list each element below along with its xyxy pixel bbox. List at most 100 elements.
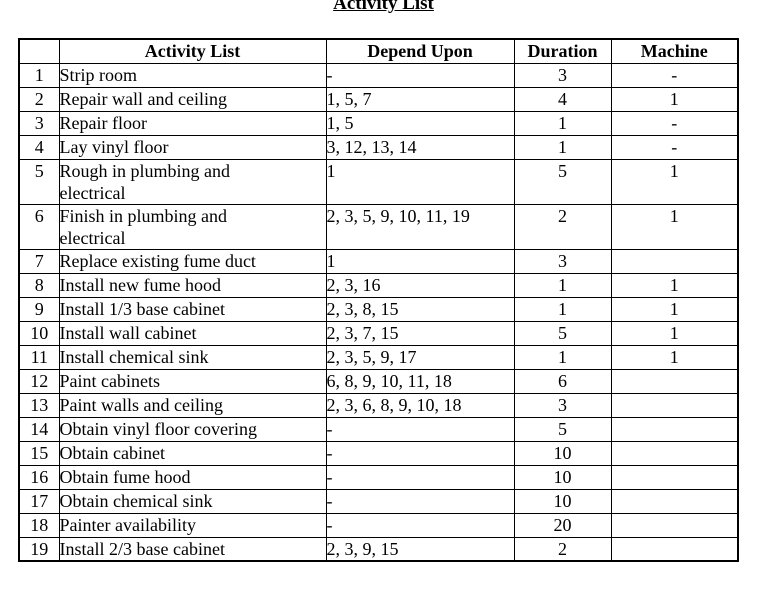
column-header-machine: Machine (610, 38, 739, 64)
cell-duration: 3 (513, 392, 612, 418)
cell-machine (610, 248, 739, 274)
cell-activity-name: Install chemical sink (58, 344, 327, 370)
table-header-row: Activity List Depend Upon Duration Machi… (18, 38, 739, 64)
cell-depend-upon: 1, 5 (325, 110, 515, 136)
cell-activity-name: Install new fume hood (58, 272, 327, 298)
cell-activity-number: 14 (18, 416, 60, 442)
cell-duration: 6 (513, 368, 612, 394)
cell-activity-name: Install 1/3 base cabinet (58, 296, 327, 322)
cell-activity-name: Paint cabinets (58, 368, 327, 394)
cell-machine: 1 (610, 320, 739, 346)
cell-activity-number: 16 (18, 464, 60, 490)
cell-activity-name: Obtain chemical sink (58, 488, 327, 514)
table-row: 10 Install wall cabinet 2, 3, 7, 15 5 1 (18, 320, 739, 346)
cell-machine: 1 (610, 158, 739, 205)
cell-activity-number: 7 (18, 248, 60, 274)
cell-activity-number: 11 (18, 344, 60, 370)
cell-activity-number: 10 (18, 320, 60, 346)
cell-depend-upon: 2, 3, 16 (325, 272, 515, 298)
cell-activity-number: 19 (18, 536, 60, 562)
cell-activity-name: Obtain cabinet (58, 440, 327, 466)
column-header-index (18, 38, 60, 64)
cell-depend-upon: - (325, 512, 515, 538)
cell-activity-name: Install 2/3 base cabinet (58, 536, 327, 562)
cell-depend-upon: 2, 3, 9, 15 (325, 536, 515, 562)
cell-activity-name: Replace existing fume duct (58, 248, 327, 274)
cell-activity-name: Repair wall and ceiling (58, 86, 327, 112)
cell-duration: 10 (513, 464, 612, 490)
cell-machine (610, 440, 739, 466)
cell-duration: 5 (513, 320, 612, 346)
cell-machine: 1 (610, 296, 739, 322)
table-row: 8 Install new fume hood 2, 3, 16 1 1 (18, 272, 739, 298)
table-row: 15 Obtain cabinet - 10 (18, 440, 739, 466)
cell-machine (610, 488, 739, 514)
cell-depend-upon: - (325, 440, 515, 466)
cell-machine (610, 416, 739, 442)
table-row: 18 Painter availability - 20 (18, 512, 739, 538)
cell-activity-number: 3 (18, 110, 60, 136)
page-title: Activity List (333, 0, 434, 14)
table-row: 1 Strip room - 3 - (18, 62, 739, 88)
cell-machine (610, 536, 739, 562)
cell-activity-name: Finish in plumbing and electrical (58, 203, 327, 250)
cell-activity-name: Obtain vinyl floor covering (58, 416, 327, 442)
cell-depend-upon: 2, 3, 5, 9, 17 (325, 344, 515, 370)
cell-depend-upon: 1 (325, 248, 515, 274)
cell-duration: 2 (513, 203, 612, 250)
cell-duration: 1 (513, 134, 612, 160)
cell-activity-number: 18 (18, 512, 60, 538)
cell-depend-upon: 1 (325, 158, 515, 205)
cell-depend-upon: 1, 5, 7 (325, 86, 515, 112)
cell-duration: 3 (513, 248, 612, 274)
cell-duration: 1 (513, 296, 612, 322)
table-row: 16 Obtain fume hood - 10 (18, 464, 739, 490)
table-row: 2 Repair wall and ceiling 1, 5, 7 4 1 (18, 86, 739, 112)
cell-depend-upon: - (325, 488, 515, 514)
cell-duration: 4 (513, 86, 612, 112)
cell-activity-number: 4 (18, 134, 60, 160)
table-row: 9 Install 1/3 base cabinet 2, 3, 8, 15 1… (18, 296, 739, 322)
table-row: 19 Install 2/3 base cabinet 2, 3, 9, 15 … (18, 536, 739, 562)
cell-depend-upon: 2, 3, 5, 9, 10, 11, 19 (325, 203, 515, 250)
cell-activity-name: Repair floor (58, 110, 327, 136)
column-header-activity: Activity List (58, 38, 327, 64)
table-row: 14 Obtain vinyl floor covering - 5 (18, 416, 739, 442)
activity-table: Activity List Depend Upon Duration Machi… (18, 38, 739, 562)
cell-activity-name: Lay vinyl floor (58, 134, 327, 160)
cell-activity-number: 6 (18, 203, 60, 250)
table-row: 11 Install chemical sink 2, 3, 5, 9, 17 … (18, 344, 739, 370)
cell-duration: 5 (513, 158, 612, 205)
cell-duration: 20 (513, 512, 612, 538)
cell-machine: - (610, 62, 739, 88)
cell-duration: 1 (513, 344, 612, 370)
table-row: 3 Repair floor 1, 5 1 - (18, 110, 739, 136)
cell-depend-upon: - (325, 464, 515, 490)
cell-depend-upon: - (325, 416, 515, 442)
cell-depend-upon: 6, 8, 9, 10, 11, 18 (325, 368, 515, 394)
cell-duration: 10 (513, 488, 612, 514)
cell-activity-name: Install wall cabinet (58, 320, 327, 346)
column-header-duration: Duration (513, 38, 612, 64)
table-row: 13 Paint walls and ceiling 2, 3, 6, 8, 9… (18, 392, 739, 418)
cell-machine: - (610, 134, 739, 160)
table-row: 6 Finish in plumbing and electrical 2, 3… (18, 203, 739, 250)
cell-activity-name: Obtain fume hood (58, 464, 327, 490)
cell-depend-upon: - (325, 62, 515, 88)
cell-depend-upon: 2, 3, 6, 8, 9, 10, 18 (325, 392, 515, 418)
cell-depend-upon: 3, 12, 13, 14 (325, 134, 515, 160)
cell-machine (610, 368, 739, 394)
cell-activity-name: Paint walls and ceiling (58, 392, 327, 418)
column-header-depend: Depend Upon (325, 38, 515, 64)
cell-activity-number: 9 (18, 296, 60, 322)
table-row: 5 Rough in plumbing and electrical 1 5 1 (18, 158, 739, 205)
cell-duration: 5 (513, 416, 612, 442)
cell-activity-number: 17 (18, 488, 60, 514)
cell-machine (610, 512, 739, 538)
cell-duration: 1 (513, 110, 612, 136)
cell-duration: 10 (513, 440, 612, 466)
cell-machine: 1 (610, 86, 739, 112)
table-row: 12 Paint cabinets 6, 8, 9, 10, 11, 18 6 (18, 368, 739, 394)
cell-activity-number: 1 (18, 62, 60, 88)
cell-machine (610, 392, 739, 418)
